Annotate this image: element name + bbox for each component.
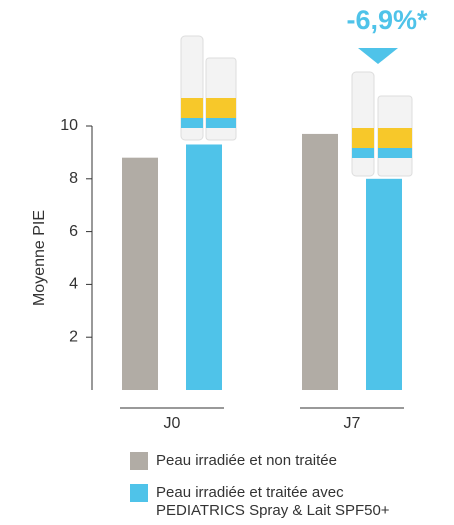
legend-swatch <box>130 484 148 502</box>
y-tick-label: 10 <box>60 117 78 134</box>
y-axis-label: Moyenne PIE <box>31 210 48 306</box>
y-tick-label: 2 <box>69 328 78 345</box>
bar <box>122 158 158 390</box>
annotation-arrow <box>358 48 398 64</box>
chart: -6,9%* Moyenne PIE 2 4 6 8 10 J0 J7 <box>0 0 454 525</box>
y-tick-label: 8 <box>69 170 78 187</box>
legend-item: Peau irradiée et traitée avec PEDIATRICS… <box>130 484 400 520</box>
bar <box>186 144 222 390</box>
x-tick-label: J7 <box>344 415 361 432</box>
legend-label: Peau irradiée et traitée avec PEDIATRICS… <box>156 484 391 520</box>
x-tick-label: J0 <box>164 415 181 432</box>
y-tick-label: 6 <box>69 223 78 240</box>
page: -6,9%* Moyenne PIE 2 4 6 8 10 J0 J7 Peau irrad… <box>0 0 454 525</box>
bar <box>302 134 338 390</box>
bar <box>366 179 402 390</box>
annotation: -6,9%* <box>346 5 428 35</box>
y-tick-label: 4 <box>69 276 78 293</box>
legend-item: Peau irradiée et non traitée <box>130 452 337 470</box>
legend-label: Peau irradiée et non traitée <box>156 452 337 470</box>
legend-swatch <box>130 452 148 470</box>
